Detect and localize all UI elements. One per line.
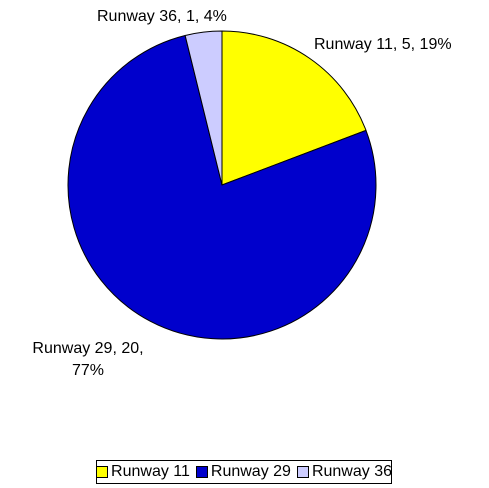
legend-swatch-runway-29 (195, 466, 208, 478)
data-label-runway-29-line1: Runway 29, 20, (32, 340, 144, 357)
legend-item-runway-11: Runway 11 (96, 463, 190, 481)
legend-swatch-runway-36 (296, 466, 309, 478)
data-label-runway-11: Runway 11, 5, 19% (314, 36, 452, 53)
data-label-runway-29: Runway 29, 20, 77% (18, 338, 158, 382)
pie-slice-runway-11 (221, 30, 367, 186)
legend-label-runway-11: Runway 11 (111, 463, 190, 480)
legend-item-runway-36: Runway 36 (296, 463, 392, 481)
pie-slice-runway-29 (67, 34, 377, 340)
legend-label-runway-29: Runway 29 (210, 463, 291, 480)
legend-label-runway-36: Runway 36 (311, 463, 392, 480)
legend-swatch-runway-11 (96, 466, 109, 478)
pie-slice-runway-36 (184, 30, 223, 186)
legend-item-runway-29: Runway 29 (195, 463, 291, 481)
data-label-runway-29-line2: 77% (71, 362, 105, 379)
pie-slices (67, 30, 377, 340)
data-label-runway-36: Runway 36, 1, 4% (97, 8, 227, 25)
chart-legend: Runway 11 Runway 29 Runway 36 (96, 460, 392, 484)
